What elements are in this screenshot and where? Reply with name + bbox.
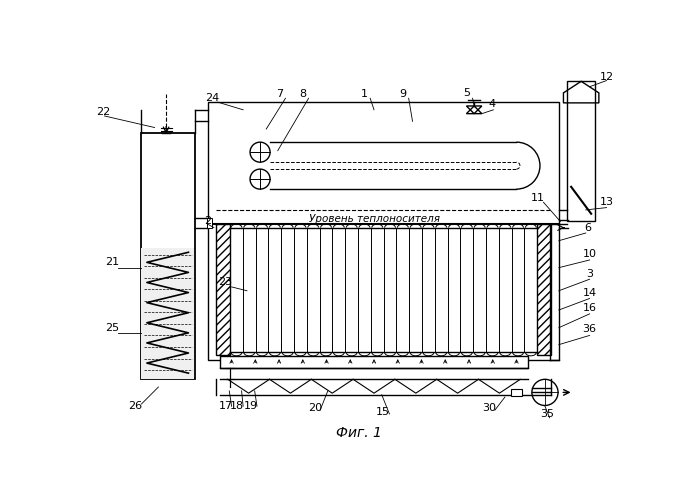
Bar: [568, 81, 595, 222]
Text: 19: 19: [244, 401, 258, 411]
Text: 16: 16: [583, 303, 597, 313]
Bar: [538, 224, 551, 355]
Text: 36: 36: [583, 324, 597, 334]
Text: 35: 35: [540, 409, 554, 419]
Text: 18: 18: [230, 401, 244, 411]
Text: 11: 11: [531, 193, 545, 203]
Text: 1: 1: [361, 90, 368, 100]
Text: 17: 17: [219, 401, 233, 411]
Bar: [216, 224, 230, 355]
Text: 5: 5: [463, 88, 470, 98]
Text: 24: 24: [206, 93, 219, 103]
Text: 6: 6: [584, 223, 591, 233]
Bar: [208, 102, 559, 360]
Bar: [538, 224, 551, 355]
Text: 2: 2: [204, 217, 211, 227]
Text: 13: 13: [600, 197, 614, 207]
Bar: [511, 388, 522, 396]
Text: Уровень теплоносителя: Уровень теплоносителя: [308, 214, 440, 224]
Text: 12: 12: [600, 72, 614, 82]
Bar: [207, 218, 212, 228]
Text: 4: 4: [489, 100, 496, 110]
Text: 7: 7: [277, 90, 284, 100]
Bar: [141, 249, 194, 378]
Bar: [216, 224, 230, 355]
Text: 23: 23: [218, 276, 233, 286]
Bar: [220, 356, 528, 368]
Text: 8: 8: [300, 90, 307, 100]
Text: 22: 22: [96, 107, 110, 117]
Text: 21: 21: [105, 257, 120, 267]
Text: 9: 9: [399, 90, 406, 100]
Text: 10: 10: [583, 249, 597, 259]
Text: Фиг. 1: Фиг. 1: [336, 426, 382, 440]
Text: 15: 15: [376, 407, 390, 417]
Text: 25: 25: [105, 323, 120, 333]
Text: 20: 20: [308, 403, 322, 413]
Text: 3: 3: [586, 269, 593, 279]
Text: 14: 14: [582, 288, 597, 298]
Text: 30: 30: [482, 403, 496, 413]
Text: 26: 26: [128, 401, 143, 411]
Bar: [140, 133, 194, 379]
